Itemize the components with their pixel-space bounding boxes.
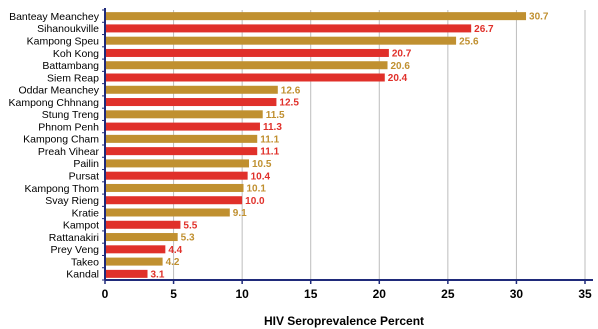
x-tick-label: 30: [510, 287, 524, 301]
value-label: 4.2: [166, 257, 180, 268]
category-label: Kampot: [63, 220, 99, 232]
axes: [102, 8, 593, 284]
bar: [106, 269, 148, 278]
bar: [106, 233, 178, 242]
category-label: Svay Rieng: [45, 195, 99, 207]
value-label: 9.1: [233, 208, 247, 219]
x-tick-label: 10: [235, 287, 249, 301]
bar: [106, 245, 166, 254]
bar: [106, 147, 258, 156]
value-label: 30.7: [529, 12, 549, 23]
category-label: Kampong Speu: [27, 35, 100, 47]
category-label: Oddar Meanchey: [18, 85, 99, 97]
value-label: 20.6: [391, 61, 411, 72]
bar: [106, 61, 388, 70]
value-labels: 30.7 26.725.6 20.720.620.4 12.6 12.511.511.3…: [151, 12, 549, 281]
x-tick-label: 0: [102, 287, 109, 301]
x-tick-label: 5: [170, 287, 177, 301]
bar: [106, 183, 244, 192]
category-label: Pursat: [69, 170, 99, 182]
x-tick-label: 15: [304, 287, 318, 301]
category-label: Kampong Chhnang: [9, 97, 100, 109]
x-tick-label: 25: [441, 287, 455, 301]
value-label: 20.4: [388, 73, 408, 84]
x-tick-label: 20: [373, 287, 387, 301]
bar: [106, 220, 181, 229]
value-label: 11.3: [263, 122, 282, 133]
bar: [106, 85, 278, 94]
value-label: 26.7: [474, 24, 494, 35]
bar: [106, 159, 249, 168]
bar: [106, 12, 527, 21]
category-label: Siem Reap: [47, 72, 99, 84]
category-label: Rattanakiri: [49, 232, 99, 244]
value-label: 11.1: [260, 134, 279, 145]
bar: [106, 73, 385, 82]
value-label: 11.1: [260, 147, 279, 158]
bar: [106, 110, 263, 119]
bar: [106, 196, 243, 205]
bar: [106, 257, 163, 266]
bar: [106, 208, 230, 217]
category-label: Kampong Cham: [23, 134, 99, 146]
bar: [106, 36, 457, 45]
bar: [106, 24, 472, 33]
category-label: Prey Veng: [51, 244, 100, 256]
value-label: 25.6: [459, 36, 479, 47]
value-label: 12.6: [281, 85, 301, 96]
category-label: Kampong Thom: [24, 183, 99, 195]
category-label: Preah Vihear: [38, 146, 100, 158]
category-label: Kandal: [66, 269, 99, 281]
category-label: Stung Treng: [42, 109, 99, 121]
value-label: 5.5: [183, 220, 197, 231]
bar: [106, 122, 260, 131]
value-label: 10.0: [245, 196, 265, 207]
value-label: 5.3: [181, 233, 195, 244]
category-label: Sihanoukville: [37, 23, 99, 35]
value-label: 10.1: [247, 184, 267, 195]
value-label: 4.4: [168, 245, 182, 256]
value-label: 10.4: [251, 171, 271, 182]
value-label: 12.5: [279, 98, 299, 109]
x-tick-label: 35: [578, 287, 592, 301]
x-tick-labels: 0 5 10 15 20 25 30 35: [102, 287, 592, 301]
category-label: Battambang: [42, 60, 99, 72]
category-label: Koh Kong: [53, 48, 99, 60]
category-label: Pailin: [73, 158, 99, 170]
value-label: 11.5: [266, 110, 285, 121]
x-axis-title: HIV Seroprevalence Percent: [264, 314, 424, 328]
bar: [106, 48, 389, 57]
category-label: Banteay Meanchey: [9, 11, 100, 23]
value-label: 3.1: [151, 269, 165, 280]
bar: [106, 98, 277, 107]
bars: [106, 12, 527, 278]
category-label: Phnom Penh: [38, 121, 99, 133]
category-label: Kratie: [72, 207, 100, 219]
bar: [106, 171, 248, 180]
category-label: Takeo: [71, 256, 99, 268]
value-label: 20.7: [392, 49, 412, 60]
bar: [106, 134, 258, 143]
value-label: 10.5: [252, 159, 272, 170]
